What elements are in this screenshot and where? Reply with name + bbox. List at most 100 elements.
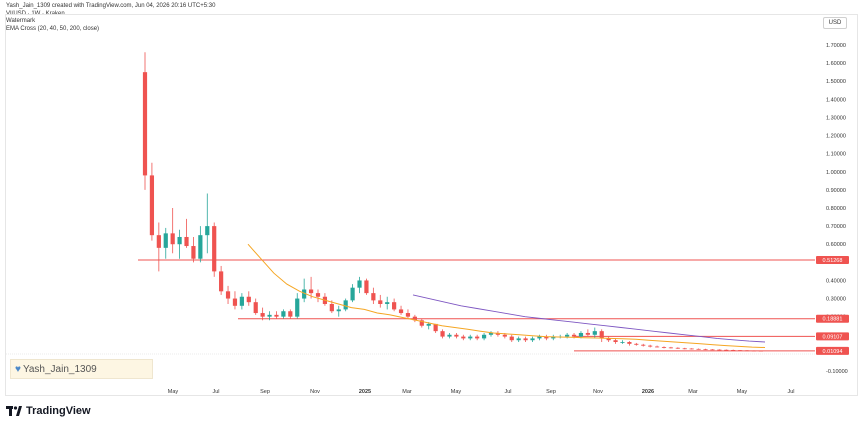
candle-body — [606, 338, 611, 341]
x-tick-label: Jul — [787, 389, 794, 395]
x-tick-label: Mar — [688, 389, 698, 395]
candle-body — [696, 348, 701, 350]
price-level-tag — [816, 346, 849, 355]
candle-body — [703, 349, 708, 351]
symbol-label[interactable]: VI/USD · 1W · Kraken — [6, 10, 65, 17]
candle-body — [205, 226, 210, 236]
candle-body — [758, 350, 763, 352]
candle-body — [523, 338, 528, 341]
price-level-tag — [816, 314, 849, 323]
x-tick-label: Mar — [402, 389, 412, 395]
candle-body — [668, 347, 674, 349]
candle-body — [302, 289, 307, 299]
x-tick-label: May — [737, 389, 748, 395]
candle-body — [641, 344, 646, 346]
price-level-label: 0.01094 — [823, 349, 843, 355]
candle-body — [654, 346, 660, 348]
candle-body — [156, 235, 161, 248]
x-tick-label: May — [168, 389, 179, 395]
candle-body — [648, 345, 653, 347]
candle-body — [731, 349, 736, 351]
candle-body — [385, 302, 390, 304]
y-tick-label: 1.30000 — [826, 115, 846, 121]
candle-body — [191, 246, 196, 259]
candle-body — [751, 350, 757, 352]
candle-body — [177, 236, 182, 245]
y-tick-label: -0.10000 — [826, 369, 848, 375]
candle-body — [488, 332, 494, 335]
candle-body — [225, 291, 231, 299]
x-tick-label: Nov — [310, 389, 320, 395]
candle-body — [371, 293, 376, 301]
y-tick-label: 0.70000 — [826, 224, 846, 230]
candle-body — [198, 235, 203, 259]
candle-body — [398, 309, 404, 314]
candle-body — [530, 338, 535, 341]
candle-body — [744, 350, 750, 352]
price-level-label: 0.18881 — [823, 317, 843, 323]
candle-body — [599, 331, 604, 339]
candle-body — [232, 298, 238, 306]
x-tick-label: Sep — [260, 389, 270, 395]
candle-body — [288, 311, 293, 317]
ema-blue-line — [412, 294, 766, 343]
x-tick-label: 2026 — [642, 389, 654, 395]
candle-body — [274, 314, 279, 317]
x-tick-label: Jul — [212, 389, 219, 395]
tradingview-mark-icon — [6, 406, 22, 416]
candle-body — [163, 233, 168, 248]
tradingview-brand-text: TradingView — [26, 405, 91, 417]
currency-button[interactable]: USD — [823, 17, 847, 29]
candle-body — [295, 298, 300, 317]
price-level-label: 0.51268 — [823, 258, 843, 264]
y-tick-label: 0.90000 — [826, 188, 846, 194]
candle-body — [620, 342, 625, 343]
candle-body — [585, 332, 590, 335]
price-level-tag — [816, 256, 849, 265]
candle-body — [364, 280, 369, 294]
candle-body — [710, 349, 715, 351]
candle-body — [405, 313, 411, 317]
price-level-tag — [816, 332, 849, 341]
y-tick-label: 1.60000 — [826, 61, 846, 67]
indicator-label[interactable]: EMA Cross (20, 40, 50, 200, close) — [6, 25, 100, 32]
candle-body — [509, 336, 514, 341]
candle-body — [343, 300, 348, 310]
candle-body — [246, 296, 251, 303]
candle-body — [502, 334, 507, 337]
ema-orange-line — [247, 243, 766, 348]
candle-body — [357, 280, 362, 288]
candle-body — [565, 334, 570, 337]
candle-body — [675, 347, 680, 349]
candle-body — [689, 348, 694, 350]
candle-body — [627, 342, 632, 344]
candle-body — [212, 226, 217, 272]
candle-body — [551, 336, 556, 339]
tradingview-logo[interactable]: TradingView — [6, 405, 91, 417]
candle-body — [419, 320, 424, 326]
candle-body — [592, 331, 597, 335]
candle-body — [475, 336, 480, 339]
candle-body — [315, 293, 321, 297]
candle-body — [537, 336, 542, 339]
chart-header: Yash_Jain_1309 created with TradingView.… — [6, 3, 215, 33]
candle-body — [682, 348, 687, 350]
candle-body — [170, 233, 175, 245]
candle-body — [412, 316, 417, 321]
candle-body — [267, 314, 272, 317]
candle-body — [336, 309, 341, 312]
candle-body — [378, 300, 383, 304]
heart-icon: ♥ — [15, 364, 21, 375]
header-line-2: Watermark — [6, 18, 36, 24]
y-tick-label: 1.10000 — [826, 152, 846, 158]
candle-body — [544, 336, 549, 339]
y-tick-label: 0.80000 — [826, 206, 846, 212]
candle-body — [219, 271, 224, 292]
candle-body — [661, 347, 667, 348]
candle-body — [578, 332, 584, 337]
candle-body — [516, 338, 521, 341]
y-tick-label: 1.50000 — [826, 79, 846, 85]
candle-body — [717, 349, 722, 351]
candle-body — [738, 350, 743, 351]
